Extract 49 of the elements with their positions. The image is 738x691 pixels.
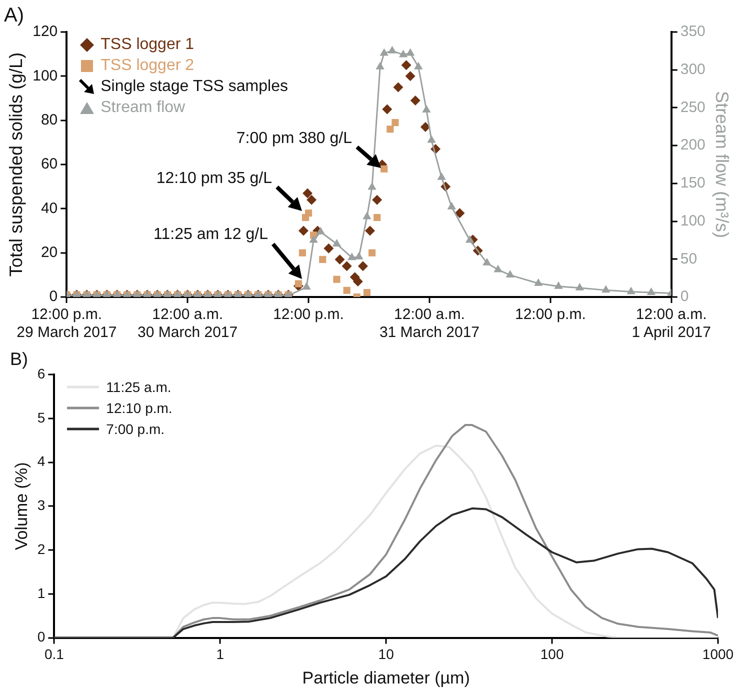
y-tick-label: 1: [37, 584, 46, 601]
y-tick-label: 20: [40, 244, 58, 261]
x-tick-label: 12:00 p.m.: [514, 306, 586, 324]
legend-label: 12:10 p.m.: [106, 398, 172, 418]
y2-tick-label: 100: [680, 212, 706, 230]
y2-tick-label: 0: [680, 288, 689, 306]
y2-tick-label: 50: [680, 250, 698, 268]
y2-tick-label: 200: [680, 136, 706, 154]
y-tick-label: 2: [37, 540, 46, 557]
y2-tick-label: 150: [680, 174, 706, 192]
chart-title: B): [10, 348, 28, 369]
annotation: 7:00 pm 380 g/L: [236, 130, 352, 148]
chart-title: A): [4, 4, 24, 27]
legend-label: TSS logger 2: [100, 56, 194, 76]
y-tick-label: 6: [37, 365, 46, 382]
x-tick-label: 12:00 p.m. 29 March 2017: [16, 306, 117, 342]
x-tick-label: 100: [540, 646, 564, 662]
y2-tick-label: 250: [680, 98, 706, 116]
y2-axis-title: Stream flow (m³/s): [712, 90, 732, 238]
annotation: 12:10 pm 35 g/L: [156, 170, 272, 188]
y-tick-label: 40: [40, 200, 58, 217]
x-tick-label: 12:00 p.m.: [273, 306, 344, 324]
annotation: Single stage TSS samples: [100, 77, 288, 97]
x-tick-label: 12:00 a.m. 30 March 2017: [138, 306, 238, 342]
x-tick-label: 0.1: [44, 646, 64, 662]
legend-label: TSS logger 1: [100, 35, 194, 55]
y-axis-title: Total suspended solids (g/L): [6, 52, 26, 277]
x-tick-label: 12:00 a.m. 31 March 2017: [379, 306, 480, 342]
legend-label: Stream flow: [100, 98, 186, 118]
y-tick-label: 80: [40, 111, 58, 128]
legend-label: 11:25 a.m.: [106, 378, 172, 397]
y-tick-label: 3: [37, 497, 46, 514]
y2-tick-label: 350: [680, 23, 706, 40]
y-tick-label: 4: [37, 453, 46, 470]
x-tick-label: 1: [216, 646, 224, 662]
y-tick-label: 0: [37, 628, 46, 645]
x-tick-label: 10: [378, 646, 394, 662]
y-tick-label: 0: [49, 288, 58, 306]
x-tick-label: 1000: [702, 646, 734, 662]
x-axis-title: Particle diameter (µm): [302, 668, 470, 688]
y-tick-label: 60: [40, 156, 58, 173]
y2-tick-label: 300: [680, 61, 706, 78]
y-axis-title: Volume (%): [12, 462, 31, 550]
x-tick-label: 12:00 a.m. 1 April 2017: [632, 306, 711, 342]
y-tick-label: 100: [32, 67, 58, 84]
y-tick-label: 5: [37, 409, 46, 426]
y-tick-label: 120: [32, 23, 58, 40]
annotation: 11:25 am 12 g/L: [154, 226, 268, 244]
legend-label: 7:00 p.m.: [106, 420, 165, 439]
